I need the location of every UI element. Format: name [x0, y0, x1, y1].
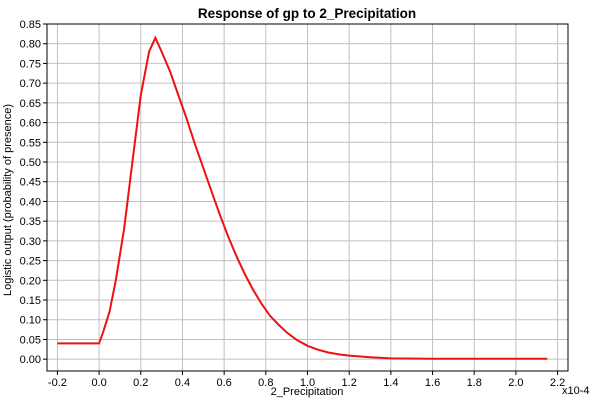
x-tick-label: 1.8 — [467, 377, 482, 389]
y-tick-label: 0.65 — [20, 98, 41, 110]
x-tick-label: 1.2 — [342, 377, 357, 389]
x-tick-label: 0.8 — [258, 377, 273, 389]
y-tick-label: 0.60 — [20, 118, 41, 130]
y-tick-label: 0.05 — [20, 334, 41, 346]
y-axis-label: Logistic output (probability of presence… — [2, 104, 14, 296]
grid — [47, 23, 568, 371]
response-curve — [57, 35, 548, 360]
x-tick-label: 1.6 — [425, 377, 440, 389]
y-tick-label: 0.50 — [20, 157, 41, 169]
x-tick-label: -0.2 — [48, 377, 67, 389]
x-tick-label: 1.0 — [300, 377, 315, 389]
x-tick-label: 0.0 — [91, 377, 106, 389]
y-tick-label: 0.85 — [20, 19, 41, 31]
y-tick-label: 0.30 — [20, 236, 41, 248]
x-tick-label: 0.2 — [133, 377, 148, 389]
y-tick-label: 0.45 — [20, 177, 41, 189]
y-tick-label: 0.15 — [20, 295, 41, 307]
x-ticks: -0.2 0.0 0.2 0.4 0.6 0.8 1.0 1.2 1.4 1.6 1.8 2.0 2.2 — [48, 371, 565, 389]
y-tick-label: 0.00 — [20, 354, 41, 366]
y-tick-label: 0.35 — [20, 216, 41, 228]
y-tick-label: 0.55 — [20, 137, 41, 149]
chart-title: Response of gp to 2_Precipitation — [198, 6, 416, 21]
y-tick-label: 0.40 — [20, 196, 41, 208]
x-multiplier-label: x10-4 — [562, 385, 590, 397]
y-tick-label: 0.10 — [20, 315, 41, 327]
y-ticks: 0.00 0.05 0.10 0.15 0.20 0.25 0.30 0.35 0.40 0.45… — [20, 19, 47, 366]
x-tick-label: 2.2 — [550, 377, 565, 389]
x-tick-label: 0.6 — [216, 377, 231, 389]
x-axis-label: 2_Precipitation — [271, 386, 344, 398]
y-tick-label: 0.75 — [20, 58, 41, 70]
y-tick-label: 0.80 — [20, 39, 41, 51]
x-tick-label: 1.4 — [383, 377, 398, 389]
x-tick-label: 2.0 — [508, 377, 523, 389]
y-tick-label: 0.25 — [20, 256, 41, 268]
y-tick-label: 0.70 — [20, 78, 41, 90]
x-tick-label: 0.4 — [175, 377, 190, 389]
y-tick-label: 0.20 — [20, 275, 41, 287]
